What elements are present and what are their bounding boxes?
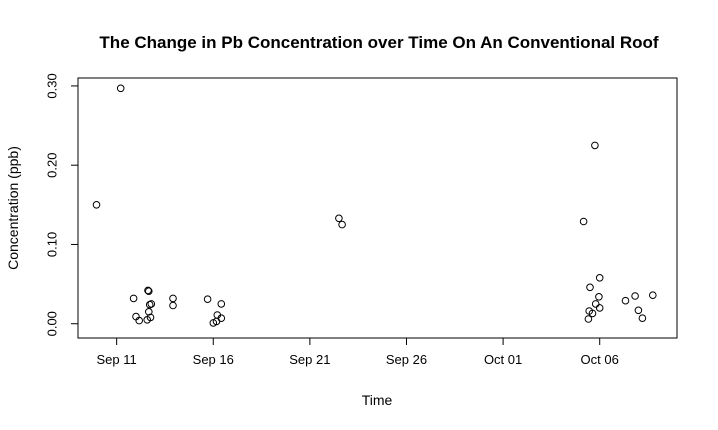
data-point	[595, 274, 604, 282]
data-point	[588, 309, 597, 318]
x-tick-label: Oct 01	[484, 352, 522, 367]
y-axis: 0.00 0.10 0.20 0.30	[44, 73, 79, 336]
data-point	[338, 220, 346, 229]
data-point	[621, 296, 630, 305]
data-point	[129, 294, 138, 303]
data-point	[147, 300, 156, 308]
x-axis: Sep 11 Sep 16 Sep 21 Sep 26 Oct 01 Oct 06	[97, 337, 619, 367]
data-point	[595, 293, 603, 301]
data-point	[92, 201, 101, 209]
data-point	[169, 301, 177, 310]
data-point	[217, 314, 226, 323]
data-point	[217, 300, 226, 308]
x-tick-label: Sep 11	[97, 352, 137, 367]
data-point	[586, 283, 594, 292]
y-axis-label: Concentration (ppb)	[5, 146, 21, 270]
x-tick-label: Oct 06	[581, 352, 619, 367]
data-point	[584, 315, 593, 323]
data-point	[335, 214, 343, 223]
x-tick-label: Sep 16	[193, 352, 234, 367]
x-tick-label: Sep 21	[289, 352, 330, 367]
x-axis-label: Time	[362, 392, 393, 408]
data-point	[631, 292, 639, 300]
data-point	[146, 313, 155, 322]
data-point	[634, 306, 643, 315]
data-point	[145, 287, 153, 296]
data-point	[145, 308, 153, 316]
data-point	[135, 316, 143, 325]
data-point	[595, 304, 604, 312]
data-point	[591, 141, 599, 150]
data-point	[116, 84, 125, 93]
data-point	[579, 217, 588, 226]
data-point	[144, 286, 152, 295]
x-tick-label: Sep 26	[386, 352, 427, 367]
data-point	[638, 314, 647, 323]
chart-title: The Change in Pb Concentration over Time…	[99, 33, 658, 52]
y-tick-label: 0.00	[44, 311, 59, 336]
y-tick-label: 0.30	[44, 73, 59, 98]
data-point	[649, 291, 657, 300]
data-points	[92, 84, 657, 327]
data-point	[591, 300, 600, 308]
y-tick-label: 0.20	[44, 153, 59, 178]
y-tick-label: 0.10	[44, 232, 59, 257]
data-point	[203, 295, 212, 304]
